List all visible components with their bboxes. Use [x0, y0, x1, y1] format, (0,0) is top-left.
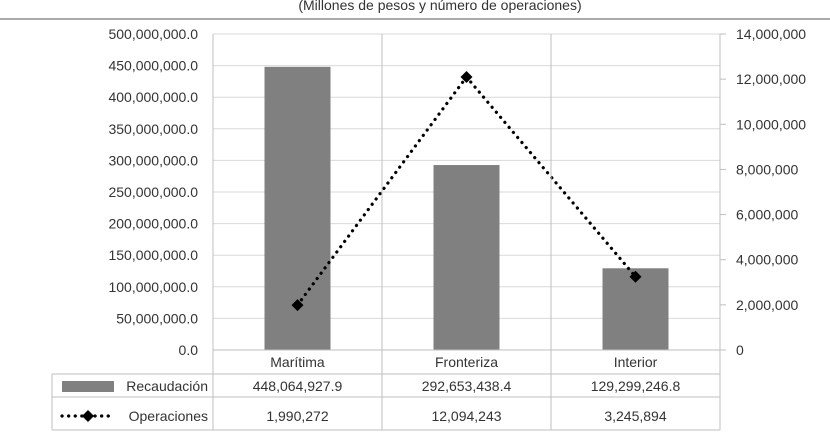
left-tick-label: 350,000,000.0: [108, 121, 198, 137]
recaudacion-value: 292,653,438.4: [422, 378, 512, 394]
category-label: Marítima: [270, 354, 325, 370]
left-tick-label: 150,000,000.0: [108, 247, 198, 263]
operaciones-line: [291, 71, 642, 312]
right-axis: 0 2,000,000 4,000,000 6,000,000 8,000,000 10,…: [720, 26, 806, 358]
right-tick-label: 6,000,000: [736, 207, 798, 223]
legend-recaudacion-label: Recaudación: [126, 378, 208, 394]
left-axis: 0.0 50,000,000.0 100,000,000.0 150,000,000.…: [108, 26, 198, 358]
left-tick-label: 200,000,000.0: [108, 216, 198, 232]
category-label: Fronteriza: [435, 354, 498, 370]
chart-title: (Millones de pesos y número de operacion…: [298, 0, 581, 13]
right-tick-label: 0: [736, 342, 744, 358]
right-tick-label: 14,000,000: [736, 26, 806, 42]
bar-fronteriza: [433, 165, 500, 350]
recaudacion-value: 448,064,927.9: [253, 378, 343, 394]
marker-marítima: [291, 299, 304, 312]
category-label: Interior: [614, 354, 658, 370]
right-tick-label: 8,000,000: [736, 161, 798, 177]
recaudacion-value: 129,299,246.8: [591, 378, 681, 394]
left-tick-label: 300,000,000.0: [108, 152, 198, 168]
left-tick-label: 0.0: [179, 342, 199, 358]
marker-fronteriza: [460, 71, 473, 84]
right-tick-label: 4,000,000: [736, 252, 798, 268]
left-tick-label: 100,000,000.0: [108, 279, 198, 295]
operaciones-value: 1,990,272: [266, 408, 328, 424]
right-tick-label: 12,000,000: [736, 71, 806, 87]
legend-operaciones-label: Operaciones: [129, 408, 208, 424]
legend-bar-swatch: [62, 381, 114, 392]
bars: [264, 66, 669, 350]
data-table: Marítima Fronteriza Interior Recaudación Ope…: [51, 34, 721, 431]
right-tick-label: 10,000,000: [736, 116, 806, 132]
right-tick-label: 2,000,000: [736, 297, 798, 313]
left-tick-label: 450,000,000.0: [108, 58, 198, 74]
operaciones-value: 12,094,243: [431, 408, 501, 424]
left-tick-label: 50,000,000.0: [116, 310, 198, 326]
left-tick-label: 400,000,000.0: [108, 89, 198, 105]
left-tick-label: 500,000,000.0: [108, 26, 198, 42]
marker-interior: [629, 270, 642, 283]
left-tick-label: 250,000,000.0: [108, 184, 198, 200]
legend-diamond-icon: [82, 410, 94, 422]
operaciones-value: 3,245,894: [604, 408, 666, 424]
